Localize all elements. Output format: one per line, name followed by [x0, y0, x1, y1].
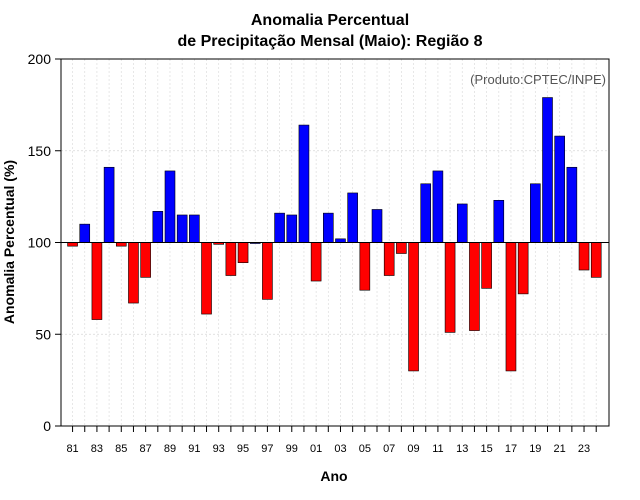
gridlines	[61, 59, 609, 426]
x-tick-label: 21	[554, 443, 566, 455]
x-tick-label: 03	[334, 443, 346, 455]
x-tick-label: 97	[261, 443, 273, 455]
bar-94	[225, 242, 237, 276]
bar-22	[566, 166, 578, 243]
credit-text: (Produto:CPTEC/INPE)	[470, 72, 606, 87]
x-tick-label: 99	[286, 443, 298, 455]
bar-14	[469, 242, 480, 331]
bar-88	[152, 211, 164, 243]
bar-02	[323, 212, 334, 243]
chart-title-line2: de Precipitação Mensal (Maio): Região 8	[178, 33, 483, 50]
bar-03	[335, 238, 346, 243]
bar-13	[456, 203, 468, 243]
y-tick-label: 50	[35, 326, 51, 342]
bar-10	[420, 183, 432, 243]
bar-06	[371, 209, 383, 243]
bar-17	[505, 242, 517, 372]
x-tick-label: 07	[383, 443, 395, 455]
bar-16	[493, 199, 505, 243]
x-tick-label: 01	[310, 443, 322, 455]
bar-12	[444, 242, 456, 333]
bar-90	[176, 214, 188, 243]
bar-83	[91, 242, 103, 320]
bar-05	[359, 242, 371, 291]
x-tick-label: 19	[529, 443, 541, 455]
x-tick-label: 15	[480, 443, 492, 455]
bar-85	[115, 242, 127, 247]
x-axis: 81 83 85 87 89 91 93 95 97 99 01 03 05 07 09 11 13 15 17 19…	[66, 426, 597, 455]
y-tick-label: 100	[28, 235, 52, 251]
y-axis-label: Anomalia Percentual (%)	[1, 160, 17, 324]
x-tick-label: 13	[456, 443, 468, 455]
chart-title-line1: Anomalia Percentual	[251, 12, 409, 29]
bar-01	[310, 242, 322, 282]
x-tick-label: 93	[213, 443, 225, 455]
bar-18	[517, 242, 529, 295]
x-tick-label: 11	[432, 443, 443, 455]
bar-11	[432, 170, 444, 243]
bar-97	[262, 242, 273, 300]
bar-87	[140, 242, 151, 278]
bar-95	[237, 242, 249, 263]
bar-09	[408, 242, 419, 372]
bar-19	[530, 183, 541, 243]
bar-82	[79, 223, 91, 243]
bar-84	[103, 166, 115, 243]
x-tick-label: 95	[237, 443, 249, 455]
y-tick-label: 150	[28, 143, 52, 159]
bar-98	[274, 212, 285, 243]
y-axis: 0 50 100 150 200	[28, 51, 61, 434]
bars	[67, 97, 602, 372]
bar-86	[128, 242, 139, 304]
x-tick-label: 83	[91, 443, 103, 455]
bar-91	[189, 214, 200, 243]
y-tick-label: 0	[43, 418, 51, 434]
x-tick-label: 87	[140, 443, 152, 455]
bar-24	[590, 242, 602, 278]
bar-89	[164, 170, 176, 243]
bar-08	[396, 242, 407, 254]
bar-23	[578, 242, 590, 271]
bar-99	[286, 214, 298, 243]
bar-15	[481, 242, 492, 289]
x-tick-label: 89	[164, 443, 176, 455]
bar-04	[347, 192, 358, 243]
bar-00	[298, 124, 310, 243]
bar-20	[542, 97, 553, 243]
x-tick-label: 91	[188, 443, 200, 455]
x-tick-label: 17	[505, 443, 517, 455]
x-tick-label: 05	[359, 443, 371, 455]
bar-07	[383, 242, 395, 276]
y-tick-label: 200	[28, 51, 52, 67]
bar-21	[554, 135, 565, 243]
x-axis-label: Ano	[320, 468, 347, 484]
x-tick-label: 23	[578, 443, 590, 455]
x-tick-label: 81	[66, 443, 78, 455]
bar-92	[201, 242, 212, 315]
bar-81	[67, 242, 78, 247]
x-tick-label: 85	[115, 443, 127, 455]
x-tick-label: 09	[407, 443, 419, 455]
